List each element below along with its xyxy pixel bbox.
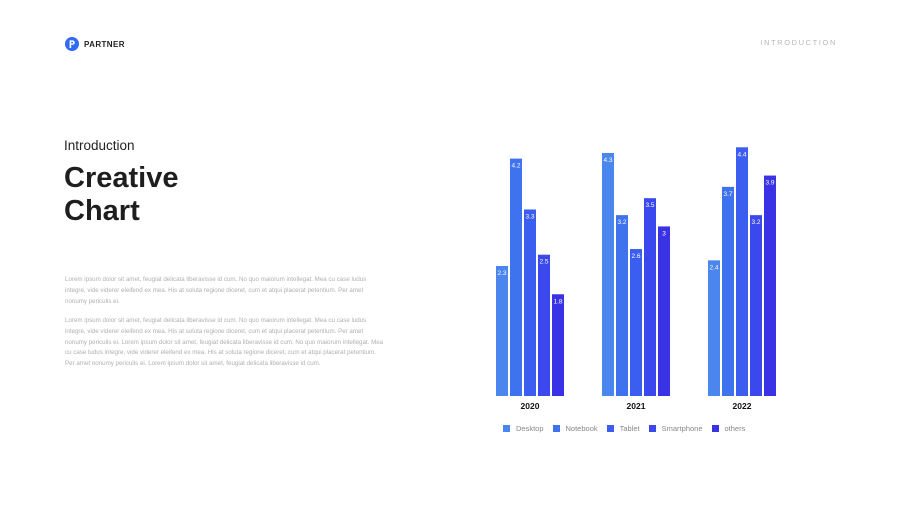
legend-label: Desktop — [516, 424, 544, 433]
bar-value-label: 2.5 — [539, 259, 548, 266]
bar-value-label: 4.3 — [603, 157, 612, 164]
legend-label: others — [724, 424, 746, 433]
category-label-2020: 2020 — [521, 401, 540, 411]
legend-label: Smartphone — [661, 424, 703, 433]
slide-title: Creative Chart — [64, 162, 178, 228]
legend-label: Notebook — [565, 424, 598, 433]
bar-value-label: 3.2 — [617, 219, 626, 226]
slide-subtitle: Introduction — [64, 138, 135, 153]
bar-2022-others — [764, 175, 776, 396]
legend-swatch — [606, 425, 614, 432]
bar-value-label: 3.7 — [723, 191, 732, 198]
bar-2022-smartphone — [750, 215, 762, 396]
bar-chart: 2.3 4.2 3.3 2.5 1.8 2020 4.3 3.2 2.6 3.5 3 2021 2.4 3… — [496, 147, 776, 411]
bar-value-label: 4.2 — [511, 163, 520, 170]
body-paragraph-2: Lorem ipsum dolor sit amet, feugiat deli… — [65, 317, 384, 368]
bar-value-label: 1.8 — [553, 298, 562, 305]
bar-2020-desktop — [496, 266, 508, 396]
bar-2020-notebook — [510, 158, 522, 396]
legend-swatch — [552, 425, 560, 432]
section-nav-label[interactable]: INTRODUCTION — [760, 38, 837, 47]
body-paragraph-1: Lorem ipsum dolor sit amet, feugiat deli… — [65, 276, 367, 305]
legend-swatch — [711, 425, 719, 432]
bar-value-label: 3.3 — [525, 213, 534, 220]
bar-2022-notebook — [722, 186, 734, 396]
legend-item-notebook: Notebook — [552, 424, 598, 433]
legend-label: Tablet — [619, 424, 640, 433]
legend-item-smartphone: Smartphone — [648, 424, 703, 433]
bar-value-label: 3.5 — [645, 202, 654, 209]
bar-2020-tablet — [524, 209, 536, 396]
chart-legend: Desktop Notebook Tablet Smartphone others — [503, 424, 745, 433]
legend-item-tablet: Tablet — [606, 424, 640, 433]
bar-value-label: 3.9 — [765, 180, 774, 187]
bar-value-label: 2.4 — [709, 264, 718, 271]
bar-value-label: 2.3 — [497, 270, 506, 277]
category-label-2021: 2021 — [627, 401, 646, 411]
bar-2021-notebook — [616, 215, 628, 396]
legend-item-others: others — [711, 424, 746, 433]
bar-2020-others — [552, 294, 564, 396]
legend-swatch — [648, 425, 656, 432]
bar-2021-smartphone — [644, 198, 656, 396]
bar-2021-others — [658, 226, 670, 396]
bar-2021-tablet — [630, 249, 642, 396]
category-label-2022: 2022 — [733, 401, 752, 411]
legend-swatch — [503, 425, 510, 432]
bar-2022-desktop — [708, 260, 720, 396]
legend-item-desktop: Desktop — [503, 424, 544, 433]
title-line-2: Chart — [64, 195, 140, 227]
bar-2020-smartphone — [538, 254, 550, 396]
bar-2021-desktop — [602, 152, 614, 396]
title-line-1: Creative — [64, 162, 179, 194]
p-letter-logo-icon — [65, 37, 79, 51]
bar-value-label: 3.2 — [751, 219, 760, 226]
bar-2022-tablet — [736, 147, 748, 396]
bar-value-label: 2.6 — [631, 253, 640, 260]
brand-logo: PARTNER — [65, 37, 125, 51]
bar-value-label: 4.4 — [737, 151, 746, 158]
brand-name: PARTNER — [84, 39, 125, 49]
bar-value-label: 3 — [662, 230, 666, 237]
